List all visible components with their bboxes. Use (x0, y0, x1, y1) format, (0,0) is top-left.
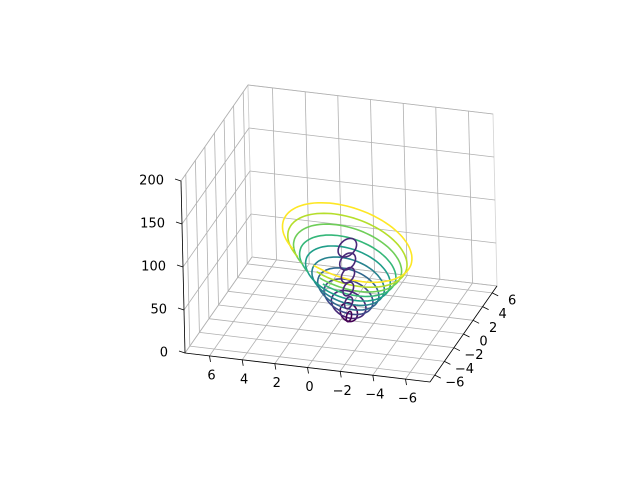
contour-core (337, 237, 358, 258)
y-tick-mark (453, 347, 461, 352)
y-tick-label: 0 (479, 335, 487, 350)
contour-core (338, 252, 357, 271)
grid-line-z (247, 84, 494, 115)
contour-level (316, 267, 380, 311)
z-tick-label: 0 (160, 346, 168, 361)
contour-level (281, 202, 413, 284)
y-tick-label: −4 (455, 362, 474, 377)
x-tick-label: −6 (398, 392, 417, 407)
x-tick-mark (307, 367, 309, 374)
z-tick-label: 100 (141, 260, 166, 275)
x-tick-mark (241, 359, 244, 366)
contour-core (345, 310, 353, 323)
grid-line-y (218, 304, 464, 335)
contour-level (286, 212, 408, 289)
y-tick-mark (472, 319, 480, 324)
grid-line-y (199, 332, 445, 362)
contour-level (323, 278, 374, 316)
grid-line-z (184, 256, 253, 354)
grid-line-z (248, 127, 495, 158)
x-tick-label: 4 (240, 372, 248, 387)
contour-core (340, 266, 356, 284)
y-tick-mark (482, 306, 489, 310)
y-tick-mark (444, 361, 451, 365)
grid-line-y (247, 263, 493, 294)
grid-line-z (182, 170, 251, 268)
grid-lines (180, 84, 498, 380)
x-tick-mark (274, 363, 277, 370)
z-tick-label: 50 (150, 303, 167, 318)
x-tick-mark (209, 355, 211, 362)
x-tick-label: 2 (273, 376, 281, 391)
contour-level (298, 234, 397, 298)
grid-line-y (189, 345, 435, 376)
x-tick-label: −4 (365, 388, 384, 403)
z-tick-label: 200 (139, 174, 164, 189)
grid-line-z (250, 213, 497, 244)
contour-level (311, 256, 386, 307)
contour-level (292, 223, 403, 293)
grid-line-y (208, 318, 454, 349)
z-tick-mark (176, 264, 184, 268)
contour-level (339, 301, 359, 323)
y-tick-mark (463, 333, 470, 338)
z-tick-mark (177, 307, 185, 311)
contour-lines (281, 202, 413, 323)
grid-line-z (183, 213, 252, 311)
y-tick-mark (492, 292, 499, 297)
x-tick-mark (405, 379, 407, 386)
grid-line-z (249, 170, 496, 201)
y-tick-label: 2 (489, 321, 497, 336)
z-tick-mark (178, 350, 186, 354)
x-tick-label: 6 (207, 368, 215, 383)
y-tick-label: −2 (464, 348, 483, 363)
z-tick-mark (174, 178, 182, 182)
z-tick-label: 150 (140, 217, 165, 232)
contour-core (343, 295, 354, 310)
x-tick-label: 0 (305, 380, 313, 395)
x-tick-mark (372, 375, 375, 382)
grid-line-z (181, 127, 250, 225)
z-tick-mark (175, 221, 183, 225)
contour-level (304, 245, 392, 302)
x-tick-label: −2 (333, 384, 352, 399)
y-tick-label: 6 (508, 293, 516, 308)
grid-line-z (180, 84, 249, 182)
x-tick-mark (339, 371, 342, 378)
y-tick-label: 4 (498, 307, 506, 322)
y-tick-mark (434, 374, 441, 379)
y-tick-label: −6 (445, 376, 464, 391)
